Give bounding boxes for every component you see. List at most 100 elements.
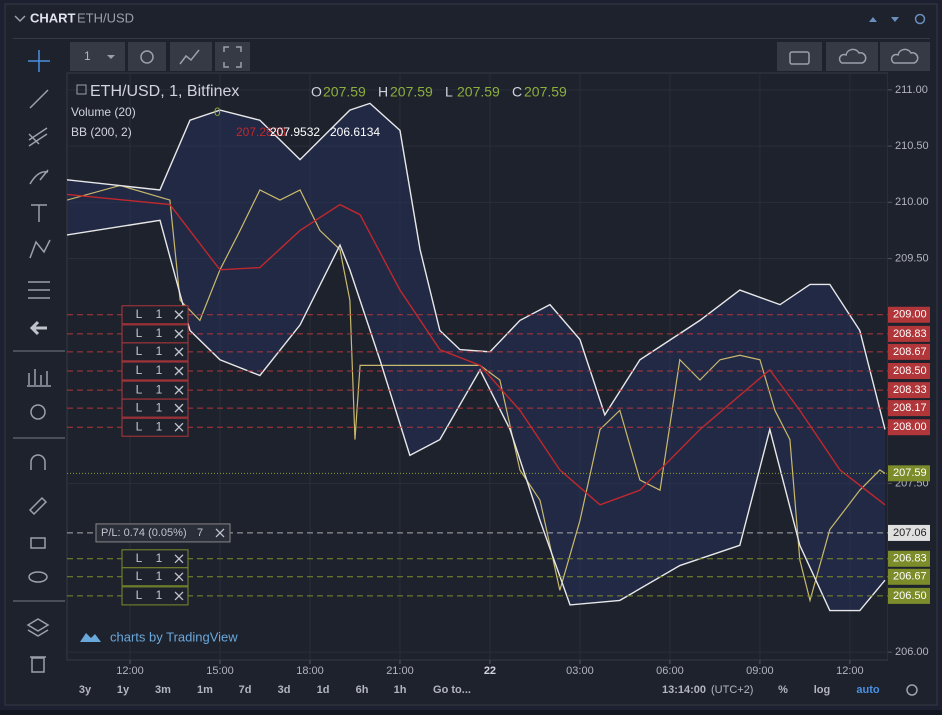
order-side: L [136, 382, 143, 396]
magnet-tool[interactable] [30, 454, 46, 470]
order-price-label: 206.67 [893, 571, 927, 583]
order-box[interactable] [121, 586, 189, 606]
position-close[interactable] [215, 528, 225, 538]
x-tick-label: 03:00 [566, 665, 594, 677]
position-qty: 7 [197, 527, 203, 539]
indicators-button[interactable] [170, 42, 212, 71]
log-button[interactable]: log [814, 684, 831, 696]
crosshair-tool[interactable] [28, 50, 50, 72]
divider [13, 38, 930, 39]
range-button[interactable]: 7d [239, 684, 252, 696]
cloud-down-icon [838, 48, 867, 64]
order-cancel[interactable] [174, 422, 184, 432]
settings-button[interactable] [906, 684, 918, 696]
order-price-label: 206.50 [893, 590, 927, 602]
bb-value: 207.9532 [270, 125, 320, 139]
range-button[interactable]: Go to... [433, 684, 471, 696]
settings-icon [140, 50, 154, 64]
range-button[interactable]: 1d [317, 684, 330, 696]
order-box[interactable] [121, 305, 189, 325]
range-button[interactable]: 6h [356, 684, 369, 696]
range-button[interactable]: 3d [278, 684, 291, 696]
x-tick-label: 21:00 [386, 665, 414, 677]
fullscreen-button[interactable] [215, 42, 250, 71]
order-side: L [136, 551, 143, 565]
refresh-icon[interactable] [914, 13, 926, 25]
ohlc-value: 207.59 [524, 84, 567, 100]
order-cancel[interactable] [174, 366, 184, 376]
x-tick-label: 15:00 [206, 665, 234, 677]
legend-collapse[interactable] [76, 84, 87, 95]
range-button[interactable]: 1m [197, 684, 213, 696]
brush-tool[interactable] [29, 169, 49, 185]
save-button[interactable] [880, 42, 930, 71]
order-box[interactable] [121, 567, 189, 587]
order-price-tag [888, 343, 930, 360]
order-side: L [136, 363, 143, 377]
watermark[interactable]: charts by TradingView [80, 629, 238, 644]
prediction-tool[interactable] [28, 281, 50, 299]
order-cancel[interactable] [174, 591, 184, 601]
percent-button[interactable]: % [778, 684, 788, 696]
indicator-line [67, 193, 886, 506]
order-box[interactable] [121, 398, 189, 418]
position-box[interactable] [95, 523, 231, 543]
order-price-tag [888, 587, 930, 604]
y-tick-label: 210.50 [895, 140, 929, 152]
range-button[interactable]: 1h [394, 684, 407, 696]
order-side: L [136, 419, 143, 433]
order-side: L [136, 307, 143, 321]
settings-button[interactable] [128, 42, 166, 71]
interval-button[interactable] [70, 42, 125, 71]
ohlc-label: O [311, 84, 322, 100]
order-qty: 1 [156, 363, 163, 377]
panel-controls[interactable] [869, 17, 899, 22]
fib-tool[interactable] [28, 127, 48, 147]
order-cancel[interactable] [174, 347, 184, 357]
text-tool[interactable] [31, 204, 47, 222]
order-qty: 1 [156, 326, 163, 340]
order-cancel[interactable] [174, 329, 184, 339]
zoom-tool[interactable] [30, 404, 46, 420]
order-price-tag [888, 568, 930, 585]
trend-line-tool[interactable] [29, 89, 49, 109]
back-tool[interactable] [29, 320, 47, 336]
range-button[interactable]: 3y [79, 684, 92, 696]
layers-tool[interactable] [26, 618, 50, 637]
range-button[interactable]: 3m [155, 684, 171, 696]
order-qty: 1 [156, 419, 163, 433]
visibility-tool[interactable] [28, 571, 48, 583]
x-tick-label: 12:00 [836, 665, 864, 677]
auto-button[interactable]: auto [856, 684, 880, 696]
indicator-line [67, 219, 886, 612]
lock-drawing-tool[interactable] [28, 496, 48, 516]
position-tag [888, 524, 930, 541]
order-price-label: 208.50 [893, 365, 927, 377]
order-box[interactable] [121, 361, 189, 381]
indicators-icon [179, 49, 200, 65]
price-line [67, 184, 886, 603]
measure-tool[interactable] [27, 369, 51, 387]
order-price-label: 208.67 [893, 346, 927, 358]
order-box[interactable] [121, 417, 189, 437]
range-button[interactable]: 1y [117, 684, 130, 696]
order-cancel[interactable] [174, 572, 184, 582]
order-cancel[interactable] [174, 385, 184, 395]
clock-tz[interactable]: (UTC+2) [711, 684, 753, 696]
load-button[interactable] [826, 42, 878, 71]
order-cancel[interactable] [174, 554, 184, 564]
collapse-icon[interactable] [14, 15, 26, 23]
snapshot-button[interactable] [777, 42, 822, 71]
order-box[interactable] [121, 342, 189, 362]
divider [13, 600, 65, 602]
lock-tool[interactable] [30, 537, 46, 549]
y-tick-label: 209.50 [895, 252, 929, 264]
order-price-label: 209.00 [893, 309, 927, 321]
order-cancel[interactable] [174, 403, 184, 413]
order-cancel[interactable] [174, 310, 184, 320]
delete-tool[interactable] [30, 656, 46, 673]
pattern-tool[interactable] [29, 239, 51, 259]
order-side: L [136, 588, 143, 602]
divider [13, 350, 65, 352]
